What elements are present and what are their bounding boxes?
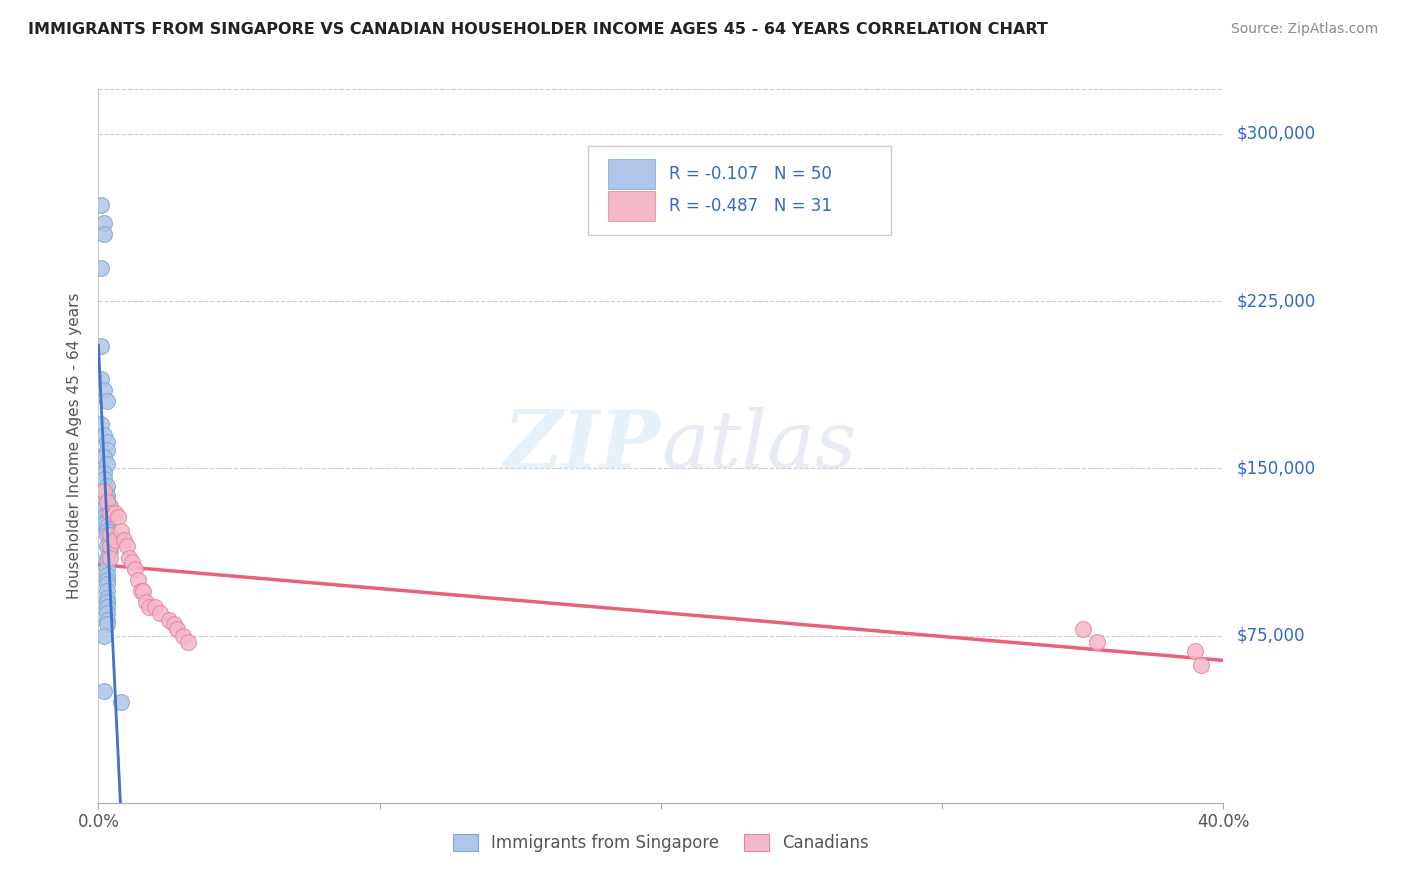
- Point: [93, 427, 115, 442]
- Point: [96, 617, 118, 632]
- Point: [132, 583, 155, 598]
- Point: [90, 338, 112, 352]
- Point: [96, 494, 118, 508]
- Point: [172, 628, 194, 642]
- Y-axis label: Householder Income Ages 45 - 64 years: Householder Income Ages 45 - 64 years: [67, 293, 83, 599]
- Point: [96, 568, 118, 582]
- Point: [98, 506, 121, 520]
- Text: R = -0.487   N = 31: R = -0.487 N = 31: [669, 196, 832, 214]
- Point: [96, 457, 118, 471]
- Text: ZIP: ZIP: [503, 408, 661, 484]
- Text: $150,000: $150,000: [1237, 459, 1316, 477]
- Point: [121, 555, 143, 569]
- Point: [98, 533, 121, 547]
- Point: [135, 595, 157, 609]
- Point: [98, 499, 121, 513]
- Point: [98, 539, 121, 553]
- Point: [96, 434, 118, 449]
- Point: [93, 510, 115, 524]
- Text: $75,000: $75,000: [1237, 626, 1306, 645]
- Point: [96, 528, 118, 542]
- Point: [96, 613, 118, 627]
- FancyBboxPatch shape: [607, 159, 655, 189]
- Point: [90, 372, 112, 386]
- Point: [96, 595, 118, 609]
- Point: [138, 599, 160, 614]
- Point: [96, 512, 118, 526]
- Point: [93, 516, 115, 531]
- Point: [93, 216, 115, 230]
- Text: R = -0.107   N = 50: R = -0.107 N = 50: [669, 165, 831, 183]
- Point: [96, 539, 118, 553]
- Point: [129, 583, 152, 598]
- Legend: Immigrants from Singapore, Canadians: Immigrants from Singapore, Canadians: [446, 827, 876, 859]
- FancyBboxPatch shape: [607, 191, 655, 220]
- Point: [93, 383, 115, 397]
- Point: [118, 550, 141, 565]
- Point: [96, 479, 118, 493]
- Point: [96, 550, 118, 565]
- Text: IMMIGRANTS FROM SINGAPORE VS CANADIAN HOUSEHOLDER INCOME AGES 45 - 64 YEARS CORR: IMMIGRANTS FROM SINGAPORE VS CANADIAN HO…: [28, 22, 1047, 37]
- Point: [93, 483, 115, 498]
- Point: [93, 628, 115, 642]
- Point: [124, 562, 146, 576]
- Point: [177, 635, 200, 649]
- Point: [163, 617, 186, 632]
- Point: [96, 506, 118, 520]
- Point: [96, 519, 118, 533]
- Point: [1184, 644, 1206, 658]
- Point: [98, 543, 121, 558]
- Point: [96, 488, 118, 502]
- Text: $225,000: $225,000: [1237, 292, 1316, 310]
- Point: [1085, 635, 1108, 649]
- Point: [166, 622, 188, 636]
- Point: [93, 494, 115, 508]
- Point: [96, 607, 118, 621]
- Point: [104, 533, 127, 547]
- Point: [112, 533, 135, 547]
- Point: [93, 227, 115, 241]
- Point: [96, 577, 118, 591]
- Point: [96, 599, 118, 614]
- Point: [96, 562, 118, 576]
- Point: [96, 583, 118, 598]
- Point: [96, 524, 118, 538]
- Point: [98, 550, 121, 565]
- Point: [96, 555, 118, 569]
- Point: [96, 492, 118, 507]
- FancyBboxPatch shape: [588, 146, 891, 235]
- Point: [93, 450, 115, 464]
- Point: [96, 573, 118, 587]
- Point: [1189, 657, 1212, 672]
- Point: [157, 613, 180, 627]
- Point: [107, 510, 129, 524]
- Point: [115, 539, 138, 553]
- Text: Source: ZipAtlas.com: Source: ZipAtlas.com: [1230, 22, 1378, 37]
- Point: [98, 528, 121, 542]
- Point: [143, 599, 166, 614]
- Point: [149, 607, 172, 621]
- Point: [96, 591, 118, 605]
- Point: [96, 443, 118, 458]
- Point: [93, 490, 115, 504]
- Point: [96, 515, 118, 529]
- Point: [93, 466, 115, 480]
- Point: [110, 696, 132, 710]
- Point: [127, 573, 149, 587]
- Text: $300,000: $300,000: [1237, 125, 1316, 143]
- Text: atlas: atlas: [661, 408, 856, 484]
- Point: [93, 472, 115, 486]
- Point: [93, 501, 115, 516]
- Point: [90, 198, 112, 212]
- Point: [110, 524, 132, 538]
- Point: [104, 506, 127, 520]
- Point: [90, 260, 112, 275]
- Point: [1071, 622, 1094, 636]
- Point: [90, 417, 112, 431]
- Point: [93, 684, 115, 698]
- Point: [96, 394, 118, 409]
